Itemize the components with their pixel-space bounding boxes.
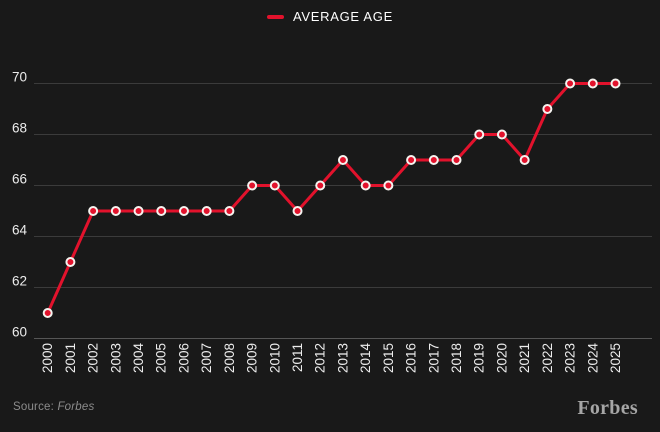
data-point	[224, 206, 235, 216]
data-point	[406, 155, 417, 165]
y-tick-label: 64	[12, 223, 28, 238]
data-point	[474, 129, 485, 140]
x-tick-label: 2014	[358, 343, 373, 374]
x-tick-label: 2022	[540, 343, 555, 373]
data-point	[519, 155, 530, 165]
source-prefix: Source:	[13, 401, 55, 413]
y-tick-label: 66	[12, 172, 27, 187]
data-line	[46, 82, 617, 315]
data-point	[201, 206, 212, 216]
x-tick-label: 2025	[608, 343, 623, 373]
data-point	[542, 104, 553, 114]
data-point	[269, 180, 280, 191]
legend: AVERAGE AGE	[0, 9, 660, 24]
source-name: Forbes	[57, 401, 95, 413]
forbes-logo: Forbes	[577, 397, 638, 419]
x-tick-label: 2017	[426, 343, 441, 373]
x-tick-label: 2023	[563, 343, 578, 373]
average-age-line-chart: 60 62 64 66 68 70 2000 2001 2002 2003 2004 2005 2006…	[12, 70, 652, 374]
data-point	[247, 180, 258, 191]
x-tick-label: 2003	[108, 343, 123, 373]
x-tick-label: 2019	[472, 343, 487, 373]
source-note: Source: Forbes	[13, 401, 94, 413]
y-tick-label: 60	[12, 325, 27, 340]
x-tick-label: 2020	[494, 343, 509, 373]
x-tick-label: 2010	[267, 343, 282, 373]
x-tick-label: 2001	[63, 343, 78, 373]
data-point	[156, 206, 167, 216]
legend-label: AVERAGE AGE	[293, 9, 393, 24]
x-tick-label: 2009	[245, 343, 260, 373]
data-point	[451, 155, 462, 165]
data-point	[565, 78, 576, 89]
x-tick-label: 2002	[86, 343, 101, 373]
x-tick-label: 2024	[585, 343, 600, 374]
data-point	[292, 206, 303, 216]
x-tick-label: 2012	[313, 343, 328, 373]
y-tick-label: 68	[12, 121, 27, 136]
y-tick-label: 70	[12, 70, 27, 85]
x-tick-label: 2021	[517, 343, 532, 373]
legend-line-icon	[267, 14, 285, 19]
data-point	[88, 206, 99, 216]
data-point	[496, 129, 507, 140]
x-tick-label: 2006	[176, 343, 191, 373]
data-point	[610, 78, 621, 89]
x-tick-label: 2007	[199, 343, 214, 373]
y-tick-label: 62	[12, 274, 27, 289]
data-point	[428, 155, 439, 165]
x-tick-label: 2005	[154, 343, 169, 373]
data-point	[65, 257, 76, 267]
data-point	[360, 180, 371, 191]
x-tick-label: 2016	[404, 343, 419, 373]
x-tick-label: 2004	[131, 343, 146, 374]
data-point	[42, 308, 53, 318]
data-point	[110, 206, 121, 216]
x-tick-label: 2011	[290, 343, 305, 372]
data-point	[337, 155, 348, 165]
data-point	[315, 180, 326, 191]
x-tick-label: 2018	[449, 343, 464, 373]
x-tick-label: 2015	[381, 343, 396, 373]
data-point	[383, 180, 394, 191]
x-tick-label: 2008	[222, 343, 237, 373]
data-point	[133, 206, 144, 216]
data-point	[587, 78, 598, 89]
data-point	[178, 206, 189, 216]
x-tick-label: 2000	[40, 343, 55, 373]
x-tick-label: 2013	[335, 343, 350, 373]
